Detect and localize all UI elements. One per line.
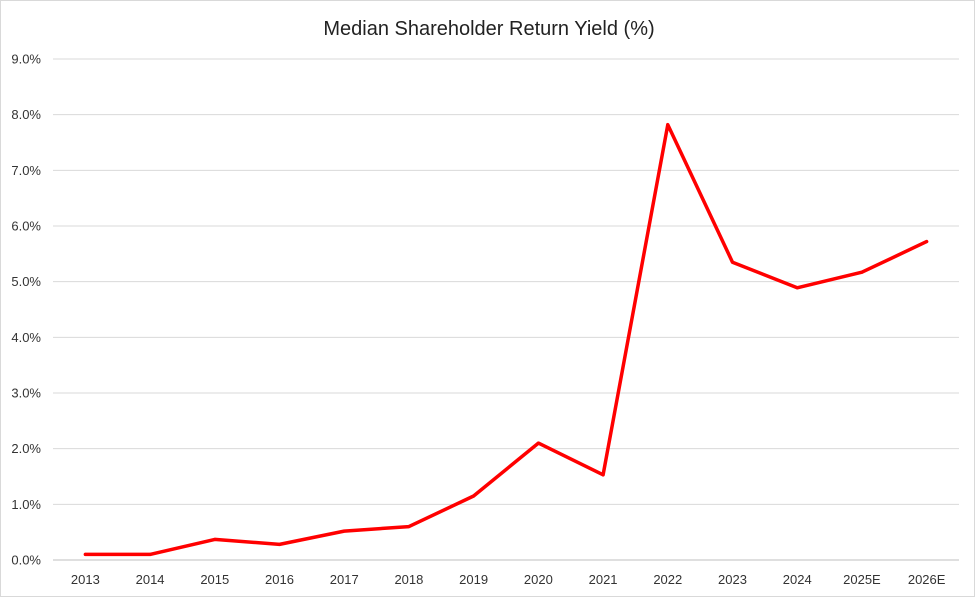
x-tick-label: 2014 [136,572,165,587]
x-tick-label: 2021 [589,572,618,587]
data-point [731,260,734,264]
series-line [83,122,929,557]
y-tick-label: 8.0% [11,107,41,122]
data-point [666,123,670,127]
x-tick-label: 2018 [394,572,423,587]
x-tick-label: 2022 [653,572,682,587]
y-tick-label: 5.0% [11,274,41,289]
x-tick-label: 2016 [265,572,294,587]
data-point [925,240,929,244]
x-tick-label: 2026E [908,572,946,587]
y-tick-label: 4.0% [11,330,41,345]
data-point [148,552,152,556]
y-tick-label: 2.0% [11,441,41,456]
data-point [407,525,411,529]
y-tick-label: 9.0% [11,52,41,67]
x-tick-label: 2024 [783,572,812,587]
chart-title: Median Shareholder Return Yield (%) [323,18,654,40]
data-point [536,441,540,445]
x-tick-label: 2019 [459,572,488,587]
x-tick-label: 2025E [843,572,881,587]
data-point [601,473,605,477]
data-point [342,529,346,533]
y-tick-label: 6.0% [11,219,41,234]
series-layer [83,122,929,557]
y-tick-label: 1.0% [11,497,41,512]
data-point [278,542,281,546]
data-point [472,494,476,498]
data-point [795,286,799,290]
data-point [213,537,217,541]
y-axis-ticks: 0.0% 1.0% 2.0% 3.0% 4.0% 5.0% 6.0% 7.0% 8.0% 9.0% [11,52,41,568]
x-tick-label: 2015 [200,572,229,587]
x-axis-ticks: 2013 2014 2015 2016 2017 2018 2019 2020 2021 2022… [71,572,946,587]
x-tick-label: 2023 [718,572,747,587]
data-point [83,552,87,556]
y-tick-label: 3.0% [11,386,41,401]
x-tick-label: 2017 [330,572,359,587]
x-tick-label: 2020 [524,572,553,587]
y-tick-label: 7.0% [11,163,41,178]
gridlines [53,58,959,561]
data-point [860,270,864,274]
x-tick-label: 2013 [71,572,100,587]
y-tick-label: 0.0% [11,553,41,568]
